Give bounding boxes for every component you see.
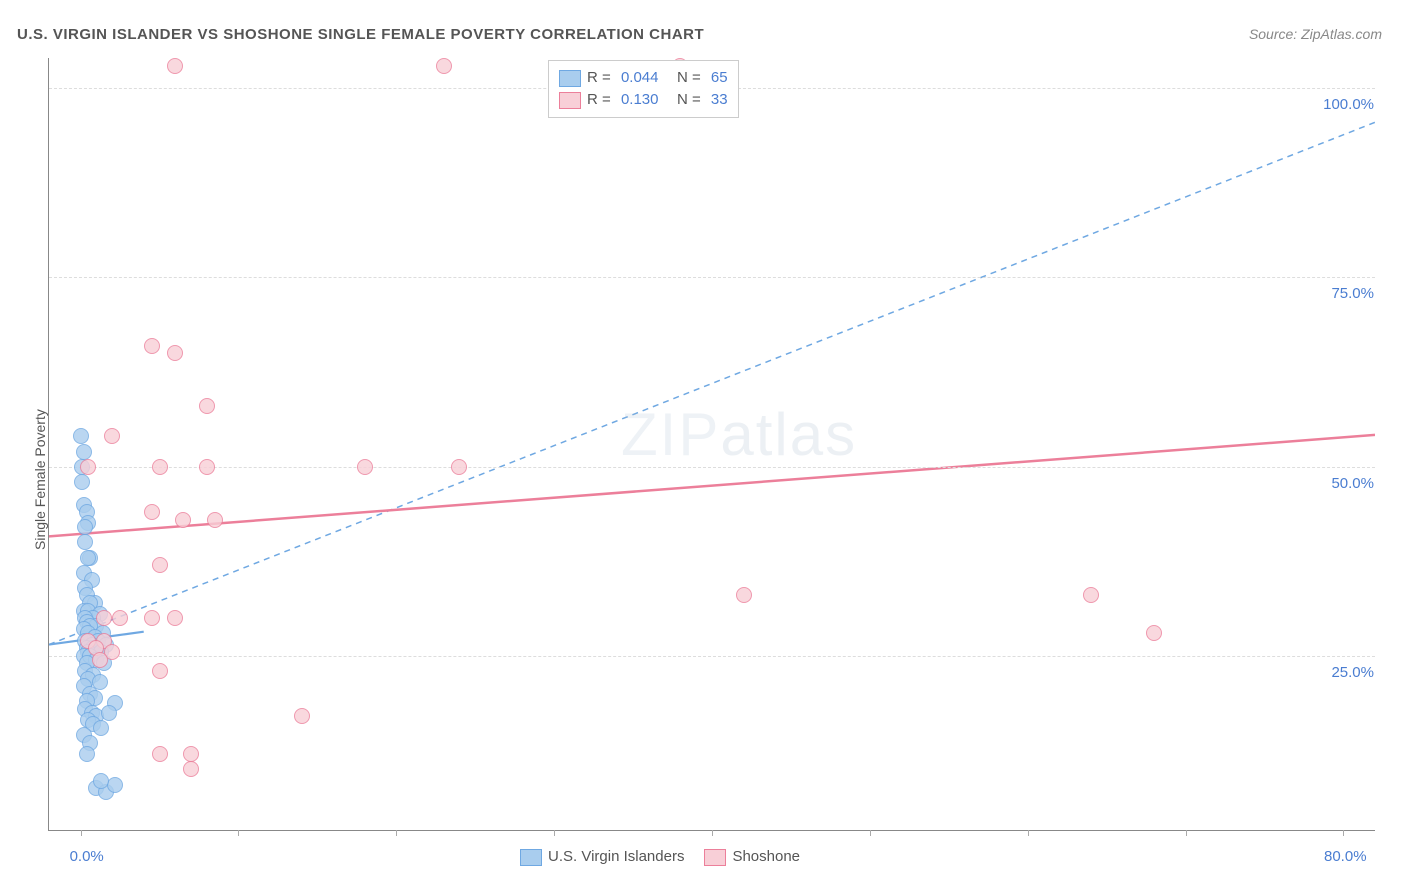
legend-swatch-icon xyxy=(704,849,726,866)
data-point-shoshone xyxy=(167,58,183,74)
legend-n-value: 65 xyxy=(711,67,728,89)
data-point-shoshone xyxy=(152,663,168,679)
x-tick xyxy=(870,830,871,836)
legend-row-virgin: R = 0.044 N = 65 xyxy=(559,67,728,89)
x-tick xyxy=(1343,830,1344,836)
gridline-horizontal xyxy=(49,656,1375,657)
data-point-shoshone xyxy=(92,652,108,668)
data-point-shoshone xyxy=(104,428,120,444)
trend-lines-layer xyxy=(49,58,1375,830)
data-point-virgin xyxy=(77,534,93,550)
y-tick-label: 75.0% xyxy=(1314,285,1374,302)
y-tick-label: 100.0% xyxy=(1314,96,1374,113)
data-point-shoshone xyxy=(1146,625,1162,641)
series-legend: U.S. Virgin Islanders Shoshone xyxy=(520,846,800,868)
source-attribution: Source: ZipAtlas.com xyxy=(1249,26,1382,42)
data-point-shoshone xyxy=(112,610,128,626)
data-point-shoshone xyxy=(199,398,215,414)
x-tick xyxy=(712,830,713,836)
series-legend-label: Shoshone xyxy=(732,846,800,868)
chart-container: U.S. VIRGIN ISLANDER VS SHOSHONE SINGLE … xyxy=(0,0,1406,892)
data-point-shoshone xyxy=(1083,587,1099,603)
legend-r-value: 0.044 xyxy=(621,67,659,89)
legend-n-label: N = xyxy=(664,67,704,89)
data-point-virgin xyxy=(77,519,93,535)
series-legend-label: U.S. Virgin Islanders xyxy=(548,846,684,868)
legend-row-shoshone: R = 0.130 N = 33 xyxy=(559,89,728,111)
data-point-shoshone xyxy=(144,610,160,626)
data-point-virgin xyxy=(73,428,89,444)
data-point-shoshone xyxy=(152,746,168,762)
legend-swatch-icon xyxy=(559,92,581,109)
gridline-horizontal xyxy=(49,467,1375,468)
data-point-virgin xyxy=(107,777,123,793)
data-point-shoshone xyxy=(152,459,168,475)
chart-title: U.S. VIRGIN ISLANDER VS SHOSHONE SINGLE … xyxy=(17,26,704,43)
data-point-shoshone xyxy=(144,504,160,520)
legend-r-label: R = xyxy=(587,67,615,89)
data-point-virgin xyxy=(76,444,92,460)
gridline-horizontal xyxy=(49,277,1375,278)
data-point-shoshone xyxy=(736,587,752,603)
data-point-shoshone xyxy=(183,746,199,762)
correlation-legend: R = 0.044 N = 65R = 0.130 N = 33 xyxy=(548,60,739,118)
data-point-virgin xyxy=(80,550,96,566)
x-tick xyxy=(396,830,397,836)
data-point-shoshone xyxy=(152,557,168,573)
y-axis-label: Single Female Poverty xyxy=(32,409,48,550)
watermark: ZIPatlas xyxy=(621,400,857,469)
plot-area: ZIPatlas xyxy=(48,58,1375,831)
x-tick xyxy=(81,830,82,836)
data-point-shoshone xyxy=(183,761,199,777)
legend-r-label: R = xyxy=(587,89,615,111)
y-tick-label: 50.0% xyxy=(1314,475,1374,492)
legend-n-value: 33 xyxy=(711,89,728,111)
x-tick xyxy=(1186,830,1187,836)
x-tick xyxy=(1028,830,1029,836)
data-point-virgin xyxy=(93,773,109,789)
data-point-shoshone xyxy=(199,459,215,475)
data-point-shoshone xyxy=(167,610,183,626)
legend-r-value: 0.130 xyxy=(621,89,659,111)
data-point-shoshone xyxy=(144,338,160,354)
data-point-virgin xyxy=(101,705,117,721)
data-point-shoshone xyxy=(167,345,183,361)
legend-swatch-icon xyxy=(520,849,542,866)
data-point-virgin xyxy=(79,746,95,762)
data-point-shoshone xyxy=(80,459,96,475)
x-tick-label-max: 80.0% xyxy=(1324,848,1367,865)
legend-n-label: N = xyxy=(664,89,704,111)
data-point-shoshone xyxy=(451,459,467,475)
data-point-shoshone xyxy=(96,610,112,626)
data-point-shoshone xyxy=(357,459,373,475)
y-tick-label: 25.0% xyxy=(1314,664,1374,681)
x-tick xyxy=(554,830,555,836)
series-legend-item-virgin: U.S. Virgin Islanders xyxy=(520,846,684,868)
data-point-virgin xyxy=(93,720,109,736)
data-point-shoshone xyxy=(294,708,310,724)
data-point-virgin xyxy=(74,474,90,490)
x-tick xyxy=(238,830,239,836)
legend-swatch-icon xyxy=(559,70,581,87)
series-legend-item-shoshone: Shoshone xyxy=(704,846,800,868)
data-point-shoshone xyxy=(436,58,452,74)
data-point-shoshone xyxy=(175,512,191,528)
data-point-shoshone xyxy=(207,512,223,528)
x-tick-label-min: 0.0% xyxy=(70,848,104,865)
